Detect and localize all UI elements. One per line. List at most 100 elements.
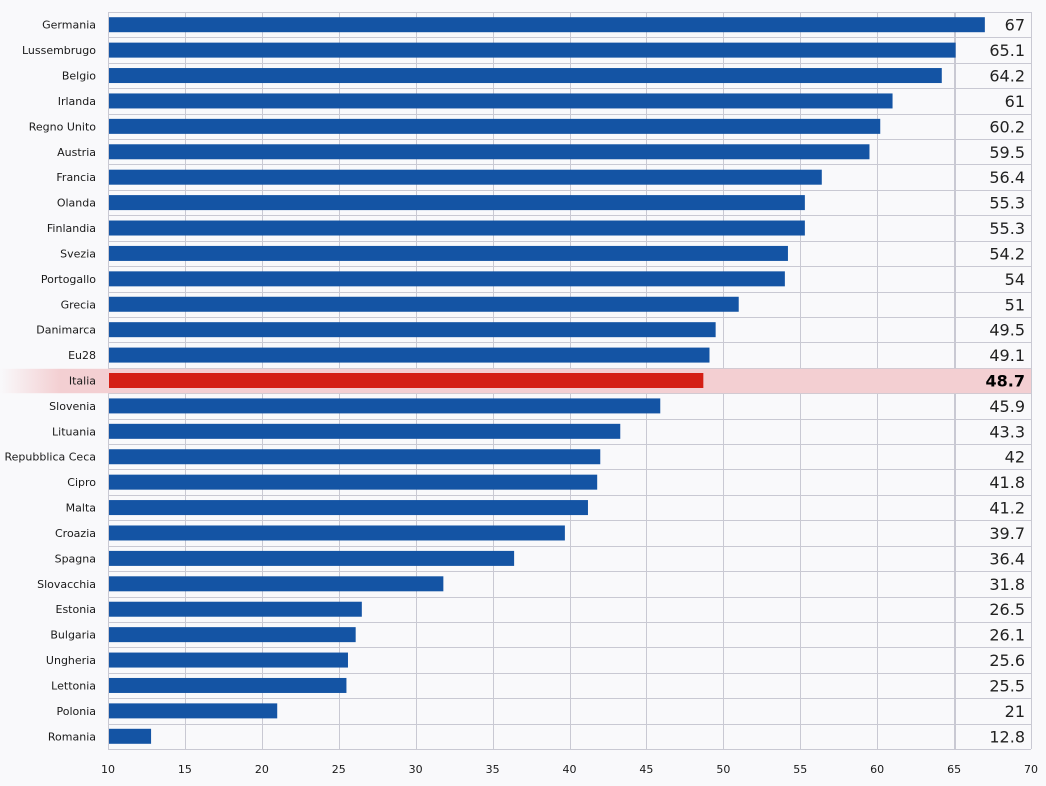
category-label: Slovenia [49, 400, 96, 413]
value-label: 54 [1005, 270, 1025, 289]
category-label: Regno Unito [29, 120, 96, 133]
value-label: 45.9 [989, 397, 1025, 416]
bar-grecia [109, 296, 739, 312]
category-label: Svezia [60, 247, 96, 260]
category-label: Bulgaria [50, 629, 96, 642]
x-tick-label: 25 [332, 763, 346, 776]
bar-regno-unito [109, 118, 881, 134]
bar-lussembrugo [109, 42, 956, 58]
value-label: 43.3 [989, 422, 1025, 441]
x-tick-label: 10 [101, 763, 115, 776]
x-tick-label: 50 [716, 763, 730, 776]
category-label: Repubblica Ceca [5, 451, 96, 464]
category-label: Lituania [52, 425, 96, 438]
x-tick-label: 20 [255, 763, 269, 776]
x-tick-label: 55 [793, 763, 807, 776]
x-tick-label: 35 [486, 763, 500, 776]
bar-malta [109, 500, 588, 516]
category-label: Grecia [61, 298, 96, 311]
category-labels: Germania Lussembrugo Belgio Irlanda Regno Un… [5, 19, 97, 744]
value-label: 12.8 [989, 727, 1025, 746]
bar-lituania [109, 423, 621, 439]
x-tick-label: 40 [563, 763, 577, 776]
value-label: 49.5 [989, 321, 1025, 340]
category-label: Malta [66, 502, 96, 515]
bar-slovenia [109, 398, 661, 414]
x-axis-ticks: 10 15 20 25 30 35 40 45 50 55 60 65 70 [101, 763, 1038, 776]
bar-irlanda [109, 93, 893, 109]
value-label: 61 [1005, 92, 1025, 111]
category-label: Portogallo [41, 273, 96, 286]
value-label: 26.1 [989, 626, 1025, 645]
value-label: 39.7 [989, 524, 1025, 543]
bar-austria [109, 144, 870, 160]
value-label: 25.6 [989, 651, 1025, 670]
bar-eu28 [109, 347, 710, 363]
category-label: Spagna [55, 552, 96, 565]
category-label: Slovacchia [37, 578, 96, 591]
bar-estonia [109, 601, 362, 617]
value-label: 41.8 [989, 473, 1025, 492]
category-label: Lettonia [51, 679, 96, 692]
bar-germania [109, 17, 985, 33]
value-label: 31.8 [989, 575, 1025, 594]
bar-slovacchia [109, 576, 444, 592]
category-label: Francia [56, 171, 96, 184]
bar-olanda [109, 195, 805, 211]
value-label: 55.3 [989, 219, 1025, 238]
category-label: Estonia [56, 603, 97, 616]
bar-polonia [109, 703, 278, 719]
x-tick-label: 65 [947, 763, 961, 776]
category-label: Croazia [55, 527, 96, 540]
value-label: 65.1 [989, 41, 1025, 60]
category-label: Romania [48, 730, 96, 743]
category-label: Lussembrugo [22, 44, 96, 57]
value-label: 51 [1005, 295, 1025, 314]
bar-croazia [109, 525, 565, 541]
category-label: Ungheria [46, 654, 96, 667]
bars [109, 17, 985, 744]
grid-lines [108, 12, 1032, 750]
value-label: 54.2 [989, 244, 1025, 263]
value-label: 41.2 [989, 499, 1025, 518]
bar-cipro [109, 474, 598, 490]
value-label: 55.3 [989, 194, 1025, 213]
category-label: Germania [42, 19, 96, 32]
bar-francia [109, 169, 822, 185]
value-label: 25.5 [989, 676, 1025, 695]
value-label: 67 [1005, 16, 1025, 35]
value-label: 36.4 [989, 549, 1025, 568]
value-label: 64.2 [989, 67, 1025, 86]
category-label: Eu28 [68, 349, 96, 362]
category-label: Italia [69, 375, 96, 388]
x-tick-label: 60 [870, 763, 884, 776]
bar-portogallo [109, 271, 785, 287]
value-labels: 67 65.1 64.2 61 60.2 59.5 56.4 55.3 55.3 54.2 54 51… [986, 16, 1025, 747]
bar-repubblica-ceca [109, 449, 601, 465]
value-label: 26.5 [989, 600, 1025, 619]
x-tick-label: 45 [639, 763, 653, 776]
value-label: 49.1 [989, 346, 1025, 365]
bar-spagna [109, 550, 515, 566]
bar-svezia [109, 245, 788, 261]
bar-bulgaria [109, 627, 356, 643]
bar-finlandia [109, 220, 805, 236]
highlight-band-fade [0, 368, 60, 394]
category-label: Cipro [67, 476, 96, 489]
category-label: Polonia [56, 705, 96, 718]
x-tick-label: 15 [178, 763, 192, 776]
category-label: Olanda [57, 197, 96, 210]
x-tick-label: 30 [409, 763, 423, 776]
value-label: 56.4 [989, 168, 1025, 187]
value-label: 59.5 [989, 143, 1025, 162]
bar-ungheria [109, 652, 348, 668]
bar-belgio [109, 68, 942, 84]
bar-italia [109, 373, 704, 388]
x-tick-label: 70 [1024, 763, 1038, 776]
category-label: Danimarca [36, 324, 96, 337]
category-label: Belgio [62, 70, 96, 83]
bar-romania [109, 728, 152, 744]
value-label: 48.7 [986, 372, 1025, 391]
